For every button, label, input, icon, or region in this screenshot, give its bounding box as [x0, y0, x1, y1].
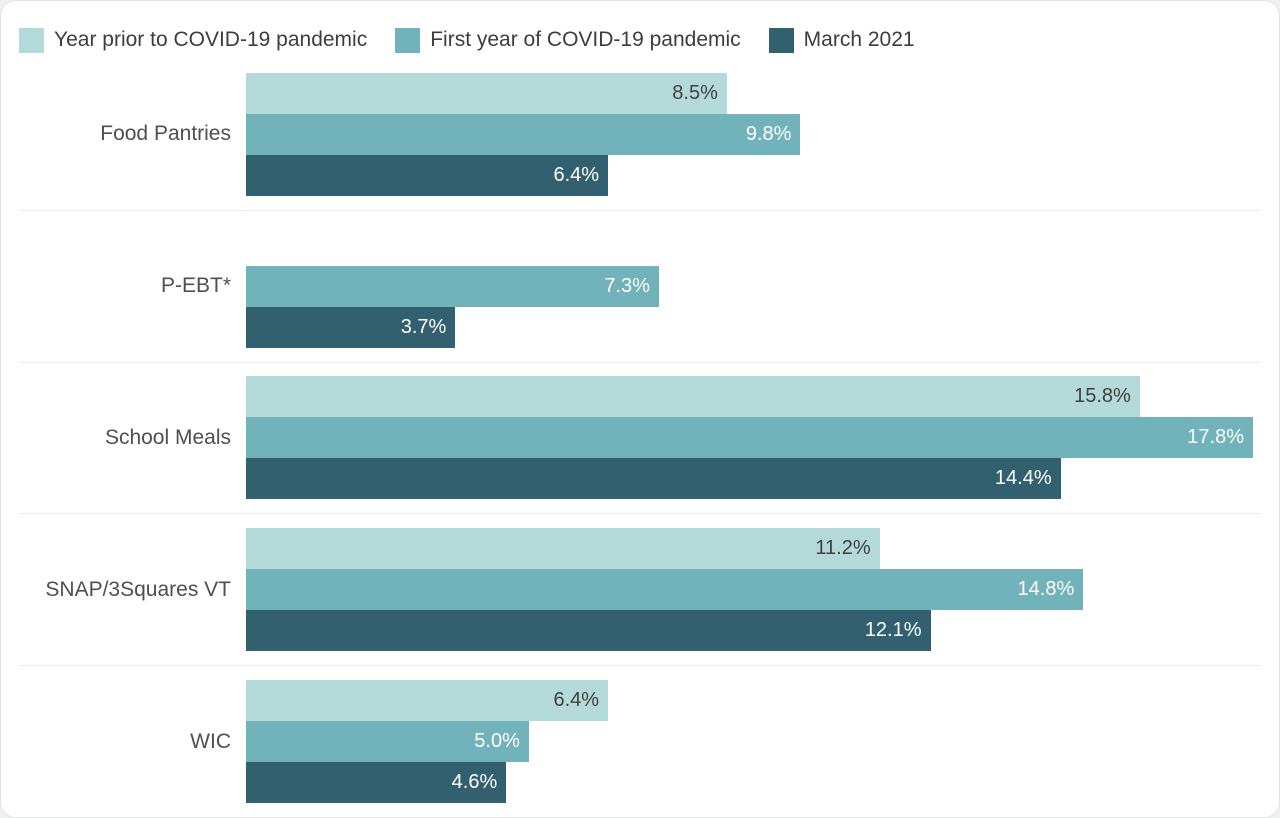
chart-group: Food Pantries 8.5% 9.8% 6.4%	[19, 59, 1261, 210]
bar-value-label: 4.6%	[451, 771, 498, 794]
category-label: SNAP/3Squares VT	[45, 577, 231, 601]
chart-legend: Year prior to COVID-19 pandemic First yea…	[1, 1, 1279, 59]
chart-group: School Meals 15.8% 17.8% 14.4%	[19, 361, 1261, 514]
legend-item: Year prior to COVID-19 pandemic	[19, 27, 368, 53]
bar-value-label: 6.4%	[553, 163, 600, 186]
bar: 8.5%	[246, 72, 727, 114]
bar: 7.3%	[246, 265, 659, 307]
legend-item: First year of COVID-19 pandemic	[395, 27, 741, 53]
bar-group: 6.4% 5.0% 4.6%	[246, 680, 1253, 804]
bar-value-label: 14.4%	[994, 467, 1052, 490]
legend-swatch-icon	[19, 27, 44, 53]
bar: 11.2%	[246, 528, 880, 570]
bar-value-label: 12.1%	[864, 619, 922, 642]
legend-swatch-icon	[395, 27, 421, 53]
bar-group: 7.3% 3.7%	[246, 225, 1253, 348]
bar: 12.1%	[246, 610, 931, 652]
category-label: WIC	[190, 729, 231, 753]
bar-group: 8.5% 9.8% 6.4%	[246, 72, 1253, 196]
bar-chart: Food Pantries 8.5% 9.8% 6.4% P-EBT* 7.3% 3.7% S…	[1, 59, 1279, 817]
bar-value-label: 11.2%	[815, 537, 871, 560]
chart-group: P-EBT* 7.3% 3.7%	[19, 209, 1261, 362]
bar-value-label: 8.5%	[672, 81, 718, 104]
chart-group: WIC 6.4% 5.0% 4.6%	[19, 665, 1261, 817]
bar: 15.8%	[246, 376, 1140, 418]
bar-value-label: 9.8%	[745, 122, 792, 145]
bar: 14.8%	[246, 569, 1084, 611]
bar: 5.0%	[246, 721, 529, 763]
bar: 14.4%	[246, 458, 1061, 500]
bar-group: 11.2% 14.8% 12.1%	[246, 528, 1253, 652]
bar-value-label: 3.7%	[400, 315, 447, 338]
legend-swatch-icon	[768, 27, 794, 53]
empty-bar-slot	[246, 225, 1253, 266]
legend-label: Year prior to COVID-19 pandemic	[54, 28, 368, 51]
bar: 3.7%	[246, 306, 456, 348]
bar: 6.4%	[246, 154, 609, 196]
bar-value-label: 14.8%	[1017, 578, 1075, 601]
bar-value-label: 5.0%	[474, 730, 520, 753]
bar-value-label: 7.3%	[604, 274, 650, 297]
bar-value-label: 17.8%	[1187, 426, 1244, 449]
category-label: P-EBT*	[160, 274, 231, 298]
bar-group: 15.8% 17.8% 14.4%	[246, 376, 1253, 500]
bar-value-label: 6.4%	[553, 689, 600, 712]
chart-group: SNAP/3Squares VT 11.2% 14.8% 12.1%	[19, 513, 1261, 665]
bar: 17.8%	[246, 417, 1253, 459]
bar-value-label: 15.8%	[1074, 385, 1131, 408]
bar: 6.4%	[246, 680, 609, 722]
legend-item: March 2021	[768, 27, 915, 53]
bar: 9.8%	[246, 113, 801, 155]
legend-label: March 2021	[803, 28, 915, 51]
legend-label: First year of COVID-19 pandemic	[430, 28, 741, 51]
category-label: Food Pantries	[100, 122, 231, 146]
category-label: School Meals	[104, 425, 231, 449]
bar: 4.6%	[246, 762, 507, 804]
